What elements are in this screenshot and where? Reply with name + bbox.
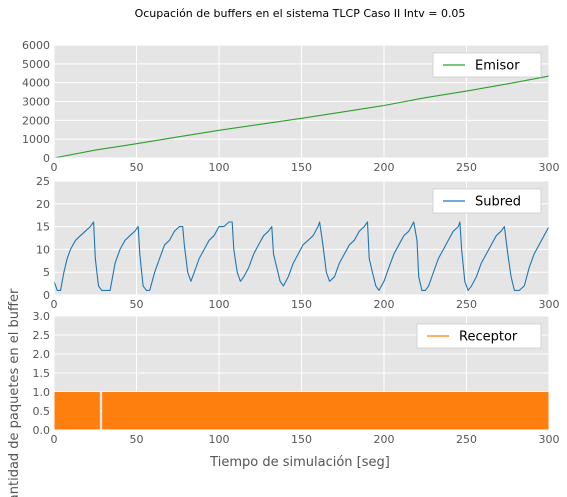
- subred-y-tick-label: 15: [36, 221, 50, 234]
- emisor-y-tick-label: 2000: [22, 114, 50, 127]
- subred-x-tick-label: 300: [539, 298, 560, 311]
- subred-x-tick-label: 100: [209, 298, 230, 311]
- receptor-x-tick-label: 300: [539, 433, 560, 446]
- receptor-area-segment: [54, 392, 100, 430]
- receptor-y-tick-label: 3.0: [33, 310, 51, 323]
- subred-y-tick-label: 10: [36, 243, 50, 256]
- subred-x-tick-label: 250: [456, 298, 477, 311]
- receptor-x-tick-label: 250: [456, 433, 477, 446]
- emisor-y-tick-label: 4000: [22, 77, 50, 90]
- receptor-x-tick-label: 100: [209, 433, 230, 446]
- emisor-x-tick-label: 150: [291, 161, 312, 174]
- receptor-y-tick-label: 1.0: [33, 386, 51, 399]
- emisor-x-tick-label: 100: [209, 161, 230, 174]
- receptor-x-tick-label: 200: [374, 433, 395, 446]
- emisor-legend-label: Emisor: [475, 59, 520, 74]
- subred-series-line: [53, 221, 550, 291]
- emisor-y-tick-label: 5000: [22, 58, 50, 71]
- emisor-x-tick-label: 200: [374, 161, 395, 174]
- chart-title: Ocupación de buffers en el sistema TLCP …: [135, 7, 466, 20]
- subred-x-tick-label: 0: [51, 298, 58, 311]
- emisor-y-tick-label: 1000: [22, 133, 50, 146]
- receptor-x-tick-label: 150: [291, 433, 312, 446]
- emisor-y-tick-label: 6000: [22, 39, 50, 52]
- receptor-legend-label: Receptor: [459, 330, 518, 345]
- subred-y-tick-label: 5: [43, 266, 50, 279]
- receptor-area-segment: [102, 392, 550, 430]
- subred-y-tick-label: 25: [36, 175, 50, 188]
- receptor-y-tick-label: 2.0: [33, 348, 51, 361]
- emisor-frame: [53, 44, 550, 159]
- emisor-x-tick-label: 300: [539, 161, 560, 174]
- subred-x-tick-label: 150: [291, 298, 312, 311]
- subred-frame: [53, 180, 550, 296]
- y-axis-label: Cantidad de paquetes en el buffer: [7, 288, 22, 497]
- receptor-y-tick-label: 2.5: [33, 329, 51, 342]
- emisor-x-tick-label: 250: [456, 161, 477, 174]
- emisor-y-tick-label: 0: [43, 152, 50, 165]
- receptor-frame: [53, 315, 550, 431]
- receptor-x-tick-label: 50: [130, 433, 144, 446]
- subred-x-tick-label: 200: [374, 298, 395, 311]
- receptor-y-tick-label: 1.5: [33, 367, 51, 380]
- x-axis-label: Tiempo de simulación [seg]: [209, 455, 390, 470]
- subred-y-tick-label: 0: [43, 289, 50, 302]
- subred-legend-label: Subred: [475, 195, 521, 210]
- receptor-x-tick-label: 0: [51, 433, 58, 446]
- emisor-y-tick-label: 3000: [22, 96, 50, 109]
- receptor-y-tick-label: 0.0: [33, 424, 51, 437]
- emisor-series-line: [53, 75, 550, 159]
- receptor-y-tick-label: 0.5: [33, 405, 51, 418]
- subred-y-tick-label: 20: [36, 198, 50, 211]
- subred-x-tick-label: 50: [130, 298, 144, 311]
- emisor-x-tick-label: 50: [130, 161, 144, 174]
- emisor-x-tick-label: 0: [51, 161, 58, 174]
